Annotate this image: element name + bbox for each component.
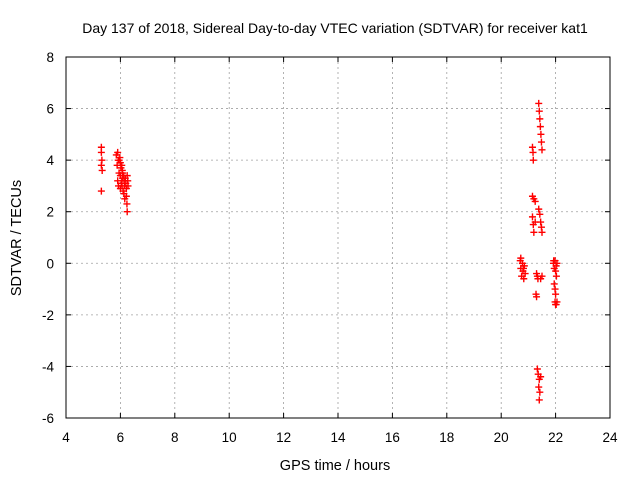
data-point-marker [537, 138, 545, 146]
data-point-marker [538, 228, 546, 236]
y-tick-label: 2 [46, 205, 54, 220]
y-tick-label: 4 [46, 153, 54, 168]
y-tick-label: 6 [46, 102, 54, 117]
data-point-marker [520, 275, 528, 283]
data-point-marker [552, 272, 560, 280]
data-point-marker [552, 290, 560, 298]
grid [66, 57, 610, 418]
data-point-marker [123, 208, 131, 216]
data-point-marker [535, 107, 543, 115]
y-tick-label: 0 [46, 256, 54, 271]
y-tick-label: -6 [42, 411, 54, 426]
data-point-marker [114, 148, 122, 156]
data-point-marker [536, 210, 544, 218]
data-point-marker [123, 200, 131, 208]
data-point-marker [537, 373, 545, 381]
data-point-marker [535, 383, 543, 391]
data-point-marker [529, 148, 537, 156]
data-point-marker [528, 213, 536, 221]
data-point-marker [537, 218, 545, 226]
x-tick-label: 4 [62, 430, 70, 445]
x-tick-label: 18 [439, 430, 454, 445]
data-point-marker [535, 99, 543, 107]
data-point-marker [535, 396, 543, 404]
data-points [97, 99, 561, 404]
x-tick-label: 16 [385, 430, 400, 445]
data-point-marker [536, 388, 544, 396]
x-tick-label: 8 [171, 430, 179, 445]
data-point-marker [520, 264, 528, 272]
data-point-marker [550, 257, 558, 265]
y-axis-label: SDTVAR / TECUs [9, 180, 25, 296]
data-point-marker [124, 182, 132, 190]
y-tick-label: -2 [42, 308, 54, 323]
x-tick-label: 22 [548, 430, 563, 445]
data-point-marker [536, 123, 544, 131]
data-point-marker [98, 166, 106, 174]
data-point-marker [97, 187, 105, 195]
data-point-marker [97, 161, 105, 169]
data-point-marker [538, 146, 546, 154]
data-point-marker [530, 228, 538, 236]
data-point-marker [529, 156, 537, 164]
x-tick-label: 14 [330, 430, 346, 445]
data-point-marker [550, 280, 558, 288]
x-tick-label: 6 [117, 430, 125, 445]
data-point-marker [537, 130, 545, 138]
x-axis-label: GPS time / hours [280, 458, 390, 474]
data-point-marker [118, 177, 126, 185]
x-tick-label: 20 [494, 430, 509, 445]
data-point-marker [517, 254, 525, 262]
x-tick-label: 24 [602, 430, 618, 445]
x-tick-label: 12 [276, 430, 291, 445]
x-tick-label: 10 [222, 430, 237, 445]
data-point-marker [122, 192, 130, 200]
data-point-marker [115, 156, 123, 164]
y-tick-label: 8 [46, 50, 54, 65]
data-point-marker [533, 293, 541, 301]
chart-title: Day 137 of 2018, Sidereal Day-to-day VTE… [82, 20, 588, 36]
data-point-marker [535, 205, 543, 213]
data-point-marker [97, 148, 105, 156]
y-tick-label: -4 [42, 359, 54, 374]
data-point-marker [553, 298, 561, 306]
data-point-marker [536, 115, 544, 123]
data-point-marker [521, 270, 529, 278]
data-point-marker [531, 197, 539, 205]
data-point-marker [533, 365, 541, 373]
data-point-marker [538, 272, 546, 280]
